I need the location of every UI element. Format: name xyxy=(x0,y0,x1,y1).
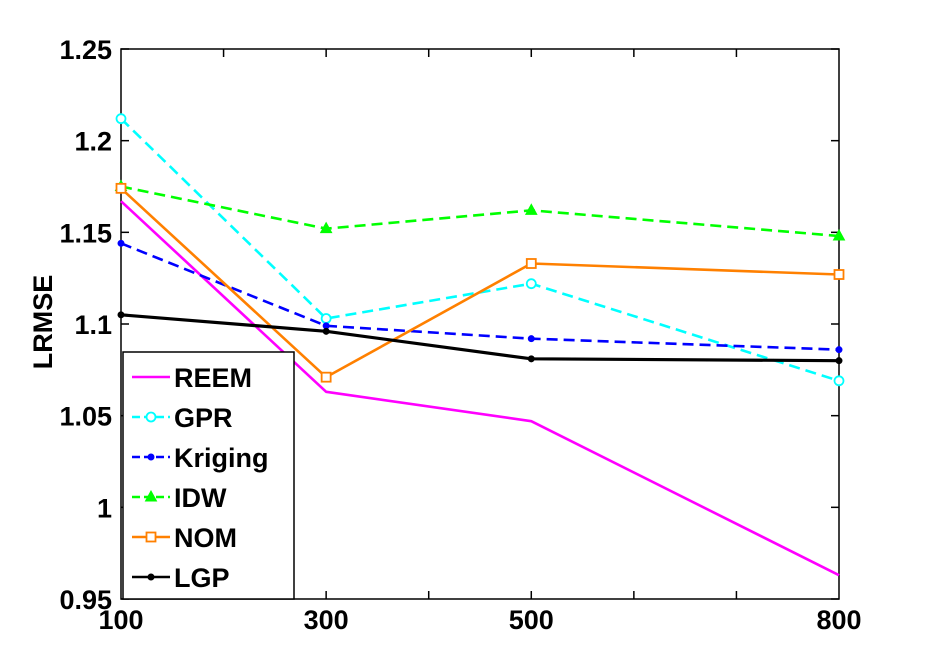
x-tick-label: 800 xyxy=(816,605,861,635)
y-tick-label: 0.95 xyxy=(59,585,112,615)
data-point xyxy=(525,258,537,269)
data-point xyxy=(319,221,333,234)
series-layer xyxy=(114,113,846,577)
data-point xyxy=(832,228,846,241)
y-tick-label: 1.25 xyxy=(59,35,112,65)
axis-ticks: 0.95 1 1.05 1.1 1.15 1.2 1.25 100 300 500 800 xyxy=(59,35,861,635)
data-point xyxy=(833,375,845,387)
data-point xyxy=(147,453,155,461)
data-point xyxy=(524,203,538,215)
data-point xyxy=(115,113,127,125)
y-axis-label: LRMSE xyxy=(28,275,58,370)
y-tick-label: 1.1 xyxy=(74,310,112,340)
y-tick-label: 1.2 xyxy=(74,127,112,157)
data-point xyxy=(525,278,537,290)
data-point xyxy=(835,346,843,354)
series-nom xyxy=(115,182,845,383)
data-point xyxy=(527,335,535,343)
y-tick-label: 1 xyxy=(97,493,112,523)
data-point xyxy=(117,311,125,319)
legend-label: GPR xyxy=(174,403,233,433)
legend-label: NOM xyxy=(174,523,237,553)
legend-entry: GPR xyxy=(132,403,233,433)
legend-entry: Kriging xyxy=(132,443,269,473)
y-tick-label: 1.05 xyxy=(59,402,112,432)
legend-entry: REEM xyxy=(132,363,252,393)
series-gpr xyxy=(115,113,845,387)
series-line xyxy=(120,185,840,238)
data-point xyxy=(320,371,332,383)
data-point xyxy=(117,239,125,247)
legend-entry: LGP xyxy=(132,563,230,593)
data-point xyxy=(320,313,332,324)
legend-entry: IDW xyxy=(132,483,227,513)
y-tick-label: 1.15 xyxy=(59,218,112,248)
series-lgp xyxy=(117,311,843,365)
data-point xyxy=(147,573,155,581)
legend-label: REEM xyxy=(174,363,252,393)
legend-label: IDW xyxy=(174,483,227,513)
legend-box xyxy=(122,351,295,600)
series-line xyxy=(120,200,840,577)
legend-entry: NOM xyxy=(132,523,237,553)
series-line xyxy=(120,187,840,379)
series-line xyxy=(120,313,840,363)
data-point xyxy=(833,269,845,280)
data-point xyxy=(322,327,330,335)
series-line xyxy=(120,242,840,351)
data-point xyxy=(115,182,127,194)
legend: REEM GPR Kriging IDW NOM LGP xyxy=(122,351,295,600)
data-point xyxy=(145,531,157,543)
data-point xyxy=(144,489,158,502)
legend-label: Kriging xyxy=(174,443,269,473)
x-tick-label: 100 xyxy=(98,605,143,635)
data-point xyxy=(835,357,843,365)
data-point xyxy=(145,411,157,423)
series-kriging xyxy=(117,239,843,354)
series-reem xyxy=(120,200,840,577)
data-point xyxy=(527,355,535,363)
x-tick-label: 500 xyxy=(509,605,554,635)
x-tick-label: 300 xyxy=(304,605,349,635)
legend-label: LGP xyxy=(174,563,230,593)
series-line xyxy=(120,117,840,383)
